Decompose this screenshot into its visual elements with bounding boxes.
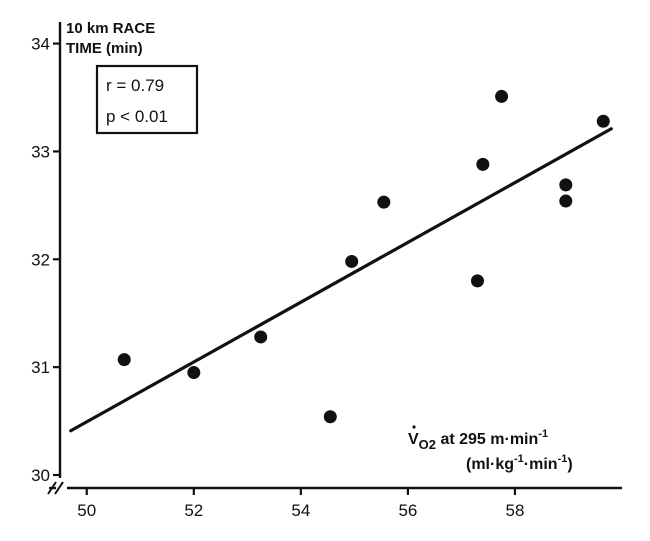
unit-b: ·min xyxy=(524,456,558,473)
data-point-4 xyxy=(323,410,337,424)
vo2-subscript: O2 xyxy=(419,437,436,452)
data-point-12 xyxy=(596,114,610,128)
data-points xyxy=(117,89,610,424)
data-point-9 xyxy=(495,89,509,103)
data-point-5 xyxy=(345,254,359,268)
unit-sup-1: -1 xyxy=(514,453,524,465)
regression-line xyxy=(69,127,613,433)
unit-c: ) xyxy=(567,456,572,473)
stat-p: p < 0.01 xyxy=(106,107,168,126)
data-point-1 xyxy=(117,353,131,367)
data-point-3 xyxy=(254,330,268,344)
ticks: 30 31 32 33 34 50 52 54 56 58 xyxy=(31,35,524,520)
chart-title-line-2: TIME (min) xyxy=(66,40,143,57)
data-point-11 xyxy=(559,194,573,208)
data-point-8 xyxy=(476,157,490,171)
x-axis-label-line-2: (ml·kg-1·min-1) xyxy=(466,453,573,473)
data-point-2 xyxy=(187,366,201,380)
x-axis-label-line-1: VO2 at 295 m·min-1 xyxy=(408,428,548,452)
y-tick-label-33: 33 xyxy=(31,142,50,161)
vo2-v: V xyxy=(408,431,419,448)
axes xyxy=(47,22,622,495)
unit-sup-2: -1 xyxy=(558,453,568,465)
chart-title-line-1: 10 km RACE xyxy=(66,20,155,37)
data-point-6 xyxy=(377,195,391,209)
y-tick-label-30: 30 xyxy=(31,466,50,485)
x-tick-label-58: 58 xyxy=(505,501,524,520)
stat-r: r = 0.79 xyxy=(106,76,164,95)
x-tick-label-56: 56 xyxy=(398,501,417,520)
y-tick-label-31: 31 xyxy=(31,358,50,377)
y-tick-label-34: 34 xyxy=(31,35,50,54)
x-tick-label-54: 54 xyxy=(291,501,310,520)
data-point-7 xyxy=(470,274,484,288)
vdot-mark xyxy=(412,425,416,429)
axis-break-mark xyxy=(47,481,64,495)
regression-layer xyxy=(69,127,613,433)
vo2-rest: at 295 m·min xyxy=(436,431,538,448)
vo2-sup: -1 xyxy=(538,428,548,440)
data-point-10 xyxy=(559,178,573,192)
unit-a: (ml·kg xyxy=(466,456,514,473)
x-tick-label-50: 50 xyxy=(77,501,96,520)
x-tick-label-52: 52 xyxy=(184,501,203,520)
y-tick-label-32: 32 xyxy=(31,250,50,269)
stats-box xyxy=(95,64,199,135)
